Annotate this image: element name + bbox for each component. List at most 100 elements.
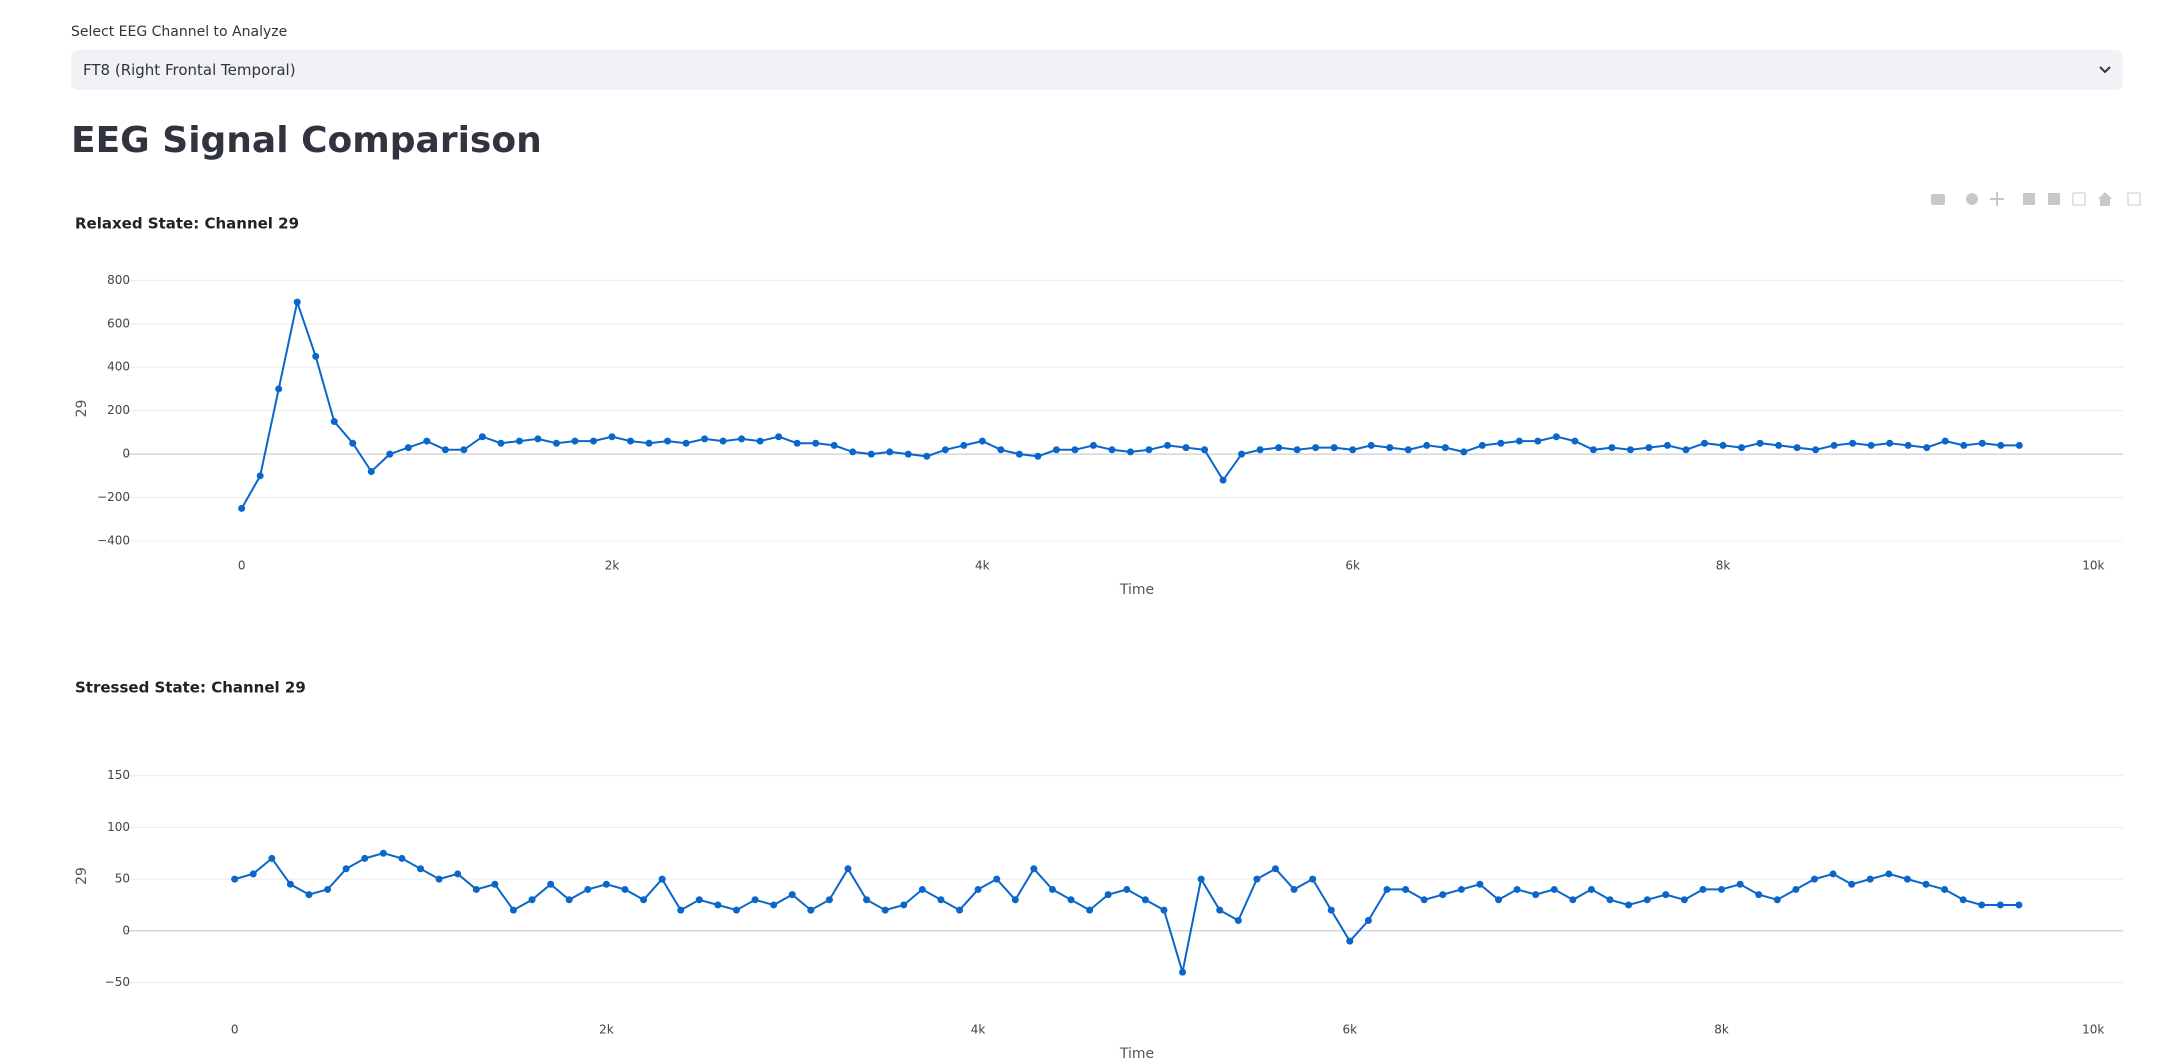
data-point [793,439,801,447]
data-point [441,446,449,454]
data-point [602,880,610,888]
data-point [1238,450,1246,458]
data-point [627,437,635,445]
data-point [1402,885,1410,893]
data-point [1886,439,1894,447]
data-point [249,870,257,878]
data-point [1866,875,1874,883]
data-point [904,450,912,458]
data-point [1312,444,1320,452]
data-point [1626,446,1634,454]
data-point [324,885,332,893]
data-point [454,870,462,878]
data-point [1015,450,1023,458]
data-point [1030,865,1038,873]
data-point [1404,446,1412,454]
data-point [1439,891,1447,899]
data-point [268,854,276,862]
y-tick-label: 400 [107,360,130,374]
data-point [330,418,338,426]
data-point [732,906,740,914]
data-point [1997,441,2005,449]
x-tick-label: 2k [605,559,620,573]
x-axis-label: Time [1119,1046,1154,1062]
data-point [1773,896,1781,904]
x-tick-label: 4k [975,559,990,573]
data-point [1738,444,1746,452]
data-point [1346,937,1354,945]
data-point [1755,891,1763,899]
data-point [1922,880,1930,888]
data-point [231,875,239,883]
y-tick-label: 200 [107,403,130,417]
x-tick-label: 0 [238,559,246,573]
data-point [1810,875,1818,883]
data-point [1699,885,1707,893]
data-point [1330,444,1338,452]
data-point [1048,885,1056,893]
data-point [275,385,283,393]
x-tick-label: 0 [231,1023,239,1037]
data-point [1903,875,1911,883]
data-point [1587,885,1595,893]
data-point [1885,870,1893,878]
data-point [1327,906,1335,914]
y-tick-label: 150 [107,768,130,782]
data-point [1104,891,1112,899]
data-point [509,906,517,914]
data-point [658,875,666,883]
signal-line [234,852,2019,973]
channel-select[interactable]: FT8 (Right Frontal Temporal) [71,50,2123,90]
data-point [640,896,648,904]
data-point [534,435,542,443]
y-tick-label: 800 [107,273,130,287]
data-point [1606,896,1614,904]
data-point [478,433,486,441]
data-point [589,437,597,445]
data-point [349,439,357,447]
x-axis-label: Time [1119,582,1154,598]
data-point [1011,896,1019,904]
data-point [238,504,246,512]
data-point [1736,880,1744,888]
data-point [1978,901,1986,909]
data-point [1643,896,1651,904]
select-value: FT8 (Right Frontal Temporal) [83,61,296,79]
data-point [367,467,375,475]
data-point [293,298,301,306]
data-point [849,448,857,456]
y-tick-label: −400 [97,533,130,547]
data-point [645,439,653,447]
data-point [1680,896,1688,904]
data-point [361,854,369,862]
data-point [1923,444,1931,452]
data-point [770,901,778,909]
x-tick-label: 6k [1343,1023,1358,1037]
data-point [552,439,560,447]
data-point [1034,452,1042,460]
data-point [423,437,431,445]
data-point [695,896,703,904]
data-point [738,435,746,443]
data-point [881,906,889,914]
data-point [1476,880,1484,888]
data-point [286,880,294,888]
data-point [1234,916,1242,924]
data-point [918,885,926,893]
modebar[interactable] [1931,192,2141,206]
data-point [1423,441,1431,449]
data-point [404,444,412,452]
data-point [1256,446,1264,454]
data-point [1662,891,1670,899]
data-point [1775,441,1783,449]
data-point [1179,968,1187,976]
data-point [1441,444,1449,452]
data-point [923,452,931,460]
data-point [1386,444,1394,452]
data-point [1978,439,1986,447]
data-point [863,896,871,904]
data-point [1086,906,1094,914]
data-point [682,439,690,447]
data-point [1309,875,1317,883]
